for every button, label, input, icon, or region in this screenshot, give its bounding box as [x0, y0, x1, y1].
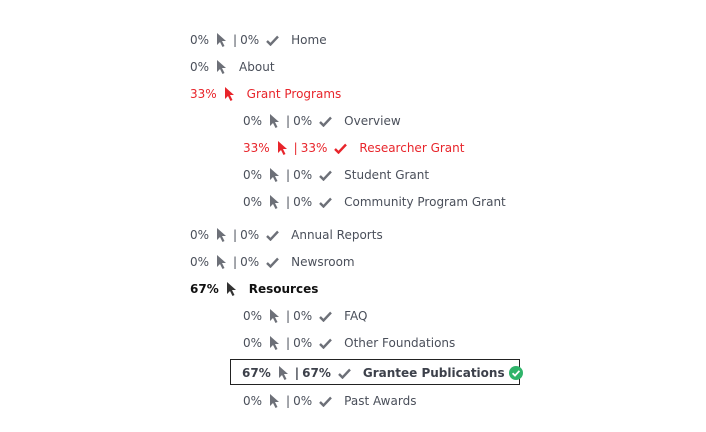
check-icon: [266, 230, 280, 241]
completion-percent: 33%: [300, 141, 328, 155]
tree-row-student-grant[interactable]: 0% | 0% Student Grant: [243, 165, 429, 185]
tree-row-other-foundations[interactable]: 0% | 0% Other Foundations: [243, 333, 455, 353]
separator: |: [286, 309, 291, 323]
check-icon: [338, 368, 351, 379]
nav-label: Student Grant: [344, 168, 430, 182]
cursor-icon: [269, 308, 280, 324]
nav-label: Community Program Grant: [344, 195, 506, 209]
click-percent: 0%: [243, 168, 263, 182]
separator: |: [233, 228, 238, 242]
tree-row-home[interactable]: 0% | 0% Home: [190, 30, 327, 50]
check-icon: [319, 311, 333, 322]
cursor-icon: [226, 281, 237, 297]
check-icon: [319, 338, 333, 349]
nav-label: Overview: [344, 114, 401, 128]
click-percent: 0%: [190, 33, 210, 47]
separator: |: [286, 195, 291, 209]
separator: |: [293, 141, 298, 155]
click-percent: 0%: [243, 309, 263, 323]
tree-row-researcher-grant[interactable]: 33% | 33% Researcher Grant: [243, 138, 464, 158]
nav-label: Newsroom: [291, 255, 355, 269]
nav-label: About: [239, 60, 275, 74]
separator: |: [286, 394, 291, 408]
nav-label: Resources: [248, 282, 319, 296]
nav-label: Other Foundations: [344, 336, 456, 350]
click-percent: 67%: [190, 282, 219, 296]
nav-label: Past Awards: [344, 394, 417, 408]
cursor-icon: [277, 140, 288, 156]
tree-row-overview[interactable]: 0% | 0% Overview: [243, 111, 401, 131]
click-percent: 33%: [243, 141, 270, 155]
check-icon: [319, 197, 333, 208]
nav-label: Annual Reports: [291, 228, 383, 242]
check-icon: [266, 35, 280, 46]
click-percent: 0%: [243, 336, 263, 350]
cursor-icon: [224, 86, 235, 102]
tree-row-grant-programs[interactable]: 33% Grant Programs: [190, 84, 341, 104]
completion-percent: 0%: [240, 228, 260, 242]
completion-percent: 0%: [240, 33, 260, 47]
cursor-icon: [278, 365, 289, 381]
cursor-icon: [269, 113, 280, 129]
completion-percent: 0%: [240, 255, 260, 269]
tree-row-faq[interactable]: 0% | 0% FAQ: [243, 306, 367, 326]
separator: |: [294, 366, 300, 380]
click-percent: 0%: [243, 195, 263, 209]
cursor-icon: [269, 194, 280, 210]
completion-percent: 0%: [293, 309, 313, 323]
cursor-icon: [269, 335, 280, 351]
nav-label: Grant Programs: [246, 87, 342, 101]
separator: |: [286, 168, 291, 182]
tree-row-newsroom[interactable]: 0% | 0% Newsroom: [190, 252, 355, 272]
separator: |: [286, 336, 291, 350]
check-icon: [319, 396, 333, 407]
check-icon: [334, 143, 348, 154]
completion-percent: 0%: [293, 195, 313, 209]
click-percent: 0%: [190, 228, 210, 242]
check-circle-icon: [508, 366, 523, 380]
completion-percent: 67%: [302, 366, 331, 380]
check-icon: [266, 257, 280, 268]
tree-row-past-awards[interactable]: 0% | 0% Past Awards: [243, 391, 416, 411]
nav-label: Researcher Grant: [359, 141, 465, 155]
completion-percent: 0%: [293, 336, 313, 350]
click-percent: 0%: [190, 255, 210, 269]
tree-row-resources[interactable]: 67% Resources: [190, 279, 318, 299]
cursor-icon: [216, 227, 227, 243]
click-percent: 0%: [243, 114, 263, 128]
separator: |: [286, 114, 291, 128]
tree-row-grantee-publications[interactable]: 67% | 67% Grantee Publications: [242, 363, 523, 383]
check-icon: [319, 170, 333, 181]
click-percent: 67%: [242, 366, 271, 380]
click-percent: 0%: [190, 60, 210, 74]
check-icon: [319, 116, 333, 127]
separator: |: [233, 33, 238, 47]
tree-row-about[interactable]: 0% About: [190, 57, 275, 77]
completion-percent: 0%: [293, 394, 313, 408]
cursor-icon: [269, 167, 280, 183]
completion-percent: 0%: [293, 168, 313, 182]
cursor-icon: [269, 393, 280, 409]
cursor-icon: [216, 59, 227, 75]
cursor-icon: [216, 254, 227, 270]
separator: |: [233, 255, 238, 269]
completion-percent: 0%: [293, 114, 313, 128]
click-percent: 33%: [190, 87, 217, 101]
nav-label: Grantee Publications: [362, 366, 505, 380]
tree-row-annual-reports[interactable]: 0% | 0% Annual Reports: [190, 225, 383, 245]
tree-row-community-program-grant[interactable]: 0% | 0% Community Program Grant: [243, 192, 506, 212]
click-percent: 0%: [243, 394, 263, 408]
cursor-icon: [216, 32, 227, 48]
nav-label: FAQ: [344, 309, 368, 323]
nav-label: Home: [291, 33, 327, 47]
